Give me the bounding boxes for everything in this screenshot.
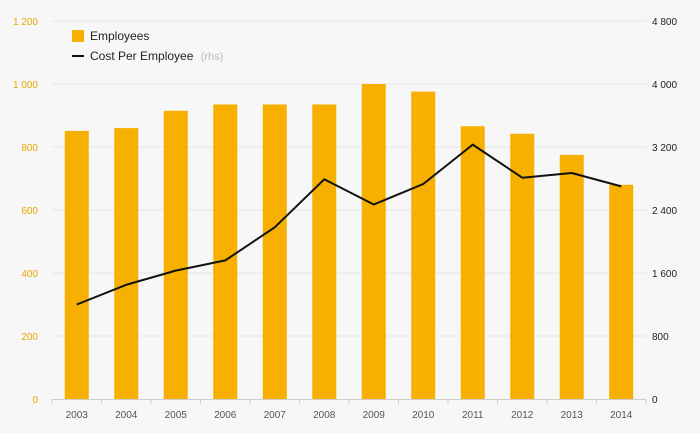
x-tick-label: 2007: [264, 410, 287, 421]
y-left-tick-label: 600: [21, 206, 38, 217]
bar-employees: [559, 154, 584, 399]
line-layer: [76, 143, 622, 306]
bar-employees: [163, 110, 188, 400]
y-left-tick-label: 0: [32, 395, 38, 406]
x-tick-label: 2012: [511, 410, 534, 421]
legend-label-employees: Employees: [90, 29, 149, 43]
x-tick-label: 2003: [66, 410, 89, 421]
y-right-tick-label: 4 000: [652, 80, 677, 91]
bar-employees: [609, 184, 634, 399]
y-right-tick-label: 3 200: [652, 143, 677, 154]
legend-label-cost-per-employee: Cost Per Employee (rhs): [90, 49, 223, 63]
x-tick-label: 2008: [313, 410, 336, 421]
legend: Employees Cost Per Employee (rhs): [72, 29, 223, 63]
y-right-tick-label: 4 800: [652, 17, 677, 28]
bar-employees: [460, 126, 485, 400]
x-tick-label: 2004: [115, 410, 138, 421]
bar-employees: [312, 104, 337, 399]
x-tick-label: 2014: [610, 410, 633, 421]
bar-employees: [114, 128, 139, 399]
y-right-tick-label: 2 400: [652, 206, 677, 217]
bar-employees: [411, 91, 436, 399]
x-tick-label: 2010: [412, 410, 435, 421]
y-right-tick-label: 0: [652, 395, 658, 406]
bar-employees: [510, 133, 535, 399]
y-left-tick-label: 400: [21, 269, 38, 280]
bar-employees: [361, 84, 386, 399]
bar-employees: [213, 104, 238, 399]
y-left-tick-label: 1 200: [13, 17, 38, 28]
bar-employees: [64, 130, 89, 399]
line-cost-per-employee: [76, 143, 622, 306]
grid: [52, 20, 646, 337]
y-left-tick-label: 200: [21, 332, 38, 343]
x-tick-label: 2013: [561, 410, 584, 421]
x-tick-label: 2011: [462, 410, 484, 421]
y-left-tick-label: 1 000: [13, 80, 38, 91]
legend-rhs-note: (rhs): [201, 51, 224, 63]
bars: [64, 84, 634, 400]
bar-employees: [262, 104, 287, 399]
y-right-tick-label: 1 600: [652, 269, 677, 280]
x-tick-label: 2009: [363, 410, 386, 421]
legend-swatch-employees: [72, 30, 84, 42]
legend-label-cost-text: Cost Per Employee: [90, 49, 194, 63]
x-tick-label: 2006: [214, 410, 237, 421]
x-tick-label: 2005: [165, 410, 188, 421]
axes: 0 0 200 800 400 1 600 600 2 400 800 3 200 1 000 4 0…: [13, 17, 677, 421]
y-right-tick-label: 800: [652, 332, 669, 343]
y-left-tick-label: 800: [21, 143, 38, 154]
